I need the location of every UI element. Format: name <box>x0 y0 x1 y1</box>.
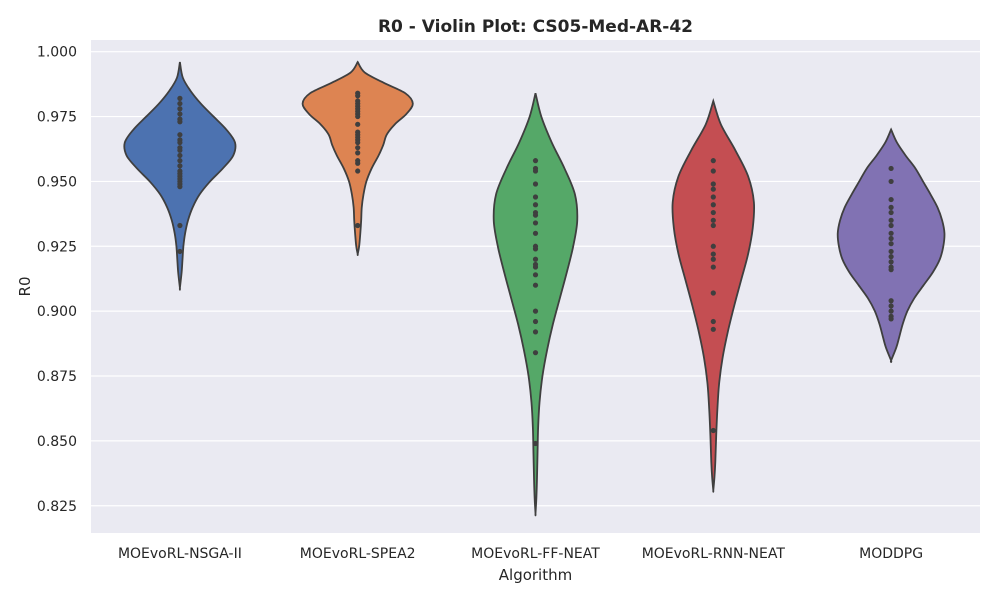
data-point <box>532 256 539 262</box>
data-point <box>532 194 539 200</box>
data-point <box>532 168 539 174</box>
data-point <box>532 230 539 236</box>
data-point <box>888 204 894 210</box>
data-point <box>710 217 716 223</box>
violin-body <box>671 98 756 493</box>
data-point <box>532 350 539 356</box>
data-point <box>888 267 894 273</box>
data-point <box>710 290 716 296</box>
data-point <box>355 113 361 120</box>
data-point <box>532 440 539 447</box>
data-point <box>532 158 539 164</box>
data-point <box>888 241 894 247</box>
y-tick-label: 0.900 <box>37 304 77 320</box>
data-point <box>888 196 894 203</box>
data-point <box>177 132 183 138</box>
data-point <box>888 235 894 242</box>
data-point <box>177 106 183 112</box>
data-point <box>177 163 183 169</box>
data-point <box>710 243 716 249</box>
y-tick-label: 0.875 <box>37 369 77 385</box>
data-point <box>355 139 361 146</box>
x-tick-label: MOEvoRL-NSGA-II <box>118 546 242 562</box>
data-point <box>177 184 183 190</box>
data-point <box>888 254 894 260</box>
data-point <box>710 209 716 216</box>
data-point <box>532 181 539 187</box>
data-point <box>710 181 716 187</box>
data-point <box>710 202 716 208</box>
data-point <box>532 329 539 335</box>
data-point <box>888 298 894 304</box>
data-point <box>177 100 183 107</box>
data-point <box>710 222 716 229</box>
y-tick-label: 0.950 <box>37 174 77 190</box>
data-point <box>532 272 539 278</box>
x-tick-label: MOEvoRL-RNN-NEAT <box>642 546 786 562</box>
data-point <box>710 264 716 270</box>
data-point <box>710 256 716 262</box>
data-point <box>888 259 894 265</box>
x-tick-label: MODDPG <box>859 546 923 562</box>
data-point <box>710 168 716 174</box>
data-point <box>177 248 183 255</box>
data-point <box>177 147 183 153</box>
data-point <box>888 308 894 314</box>
x-axis-label: Algorithm <box>499 566 572 584</box>
data-point <box>888 165 894 172</box>
data-point <box>532 264 539 270</box>
y-axis-label: R0 <box>16 277 34 297</box>
y-tick-label: 0.975 <box>37 110 77 126</box>
data-point <box>532 202 539 208</box>
data-point <box>710 158 716 164</box>
data-point <box>710 326 716 332</box>
data-point <box>710 427 716 434</box>
data-point <box>710 194 716 200</box>
data-point <box>532 212 539 218</box>
data-point <box>355 222 361 229</box>
y-tick-label: 1.000 <box>37 45 77 61</box>
y-tick-label: 0.825 <box>37 499 77 515</box>
data-point <box>355 93 361 99</box>
data-point <box>532 246 539 252</box>
data-point <box>177 119 183 125</box>
data-point <box>888 217 894 223</box>
data-point <box>710 251 716 257</box>
data-point <box>888 178 894 185</box>
violin-body <box>492 92 579 517</box>
data-point <box>355 145 361 151</box>
x-tick-label: MOEvoRL-FF-NEAT <box>471 546 600 562</box>
y-tick-label: 0.925 <box>37 239 77 255</box>
data-point <box>177 95 183 101</box>
data-point <box>355 121 361 127</box>
data-point <box>888 316 894 322</box>
data-point <box>177 158 183 164</box>
data-point <box>355 160 361 166</box>
data-point <box>710 318 716 325</box>
violins <box>123 60 946 517</box>
data-point <box>177 139 183 146</box>
data-point <box>888 222 894 229</box>
data-point <box>177 111 183 117</box>
data-point <box>177 152 183 159</box>
data-point <box>888 248 894 255</box>
data-point <box>888 230 894 236</box>
data-point <box>177 222 183 229</box>
data-point <box>355 150 361 156</box>
data-point <box>532 282 539 288</box>
data-point <box>532 308 539 314</box>
data-point <box>888 303 894 309</box>
data-point <box>710 186 716 192</box>
data-point <box>355 168 361 174</box>
data-point <box>532 220 539 226</box>
y-axis-ticks: 0.825 0.850 0.875 0.900 0.925 0.950 0.975 1.000 <box>37 45 77 515</box>
data-point <box>532 318 539 325</box>
y-tick-label: 0.850 <box>37 434 77 450</box>
x-axis-ticks: MOEvoRL-NSGA-II MOEvoRL-SPEA2 MOEvoRL-FF-N… <box>118 546 923 562</box>
x-tick-label: MOEvoRL-SPEA2 <box>300 546 416 562</box>
chart-title: R0 - Violin Plot: CS05-Med-AR-42 <box>378 17 693 37</box>
data-point <box>888 209 894 216</box>
